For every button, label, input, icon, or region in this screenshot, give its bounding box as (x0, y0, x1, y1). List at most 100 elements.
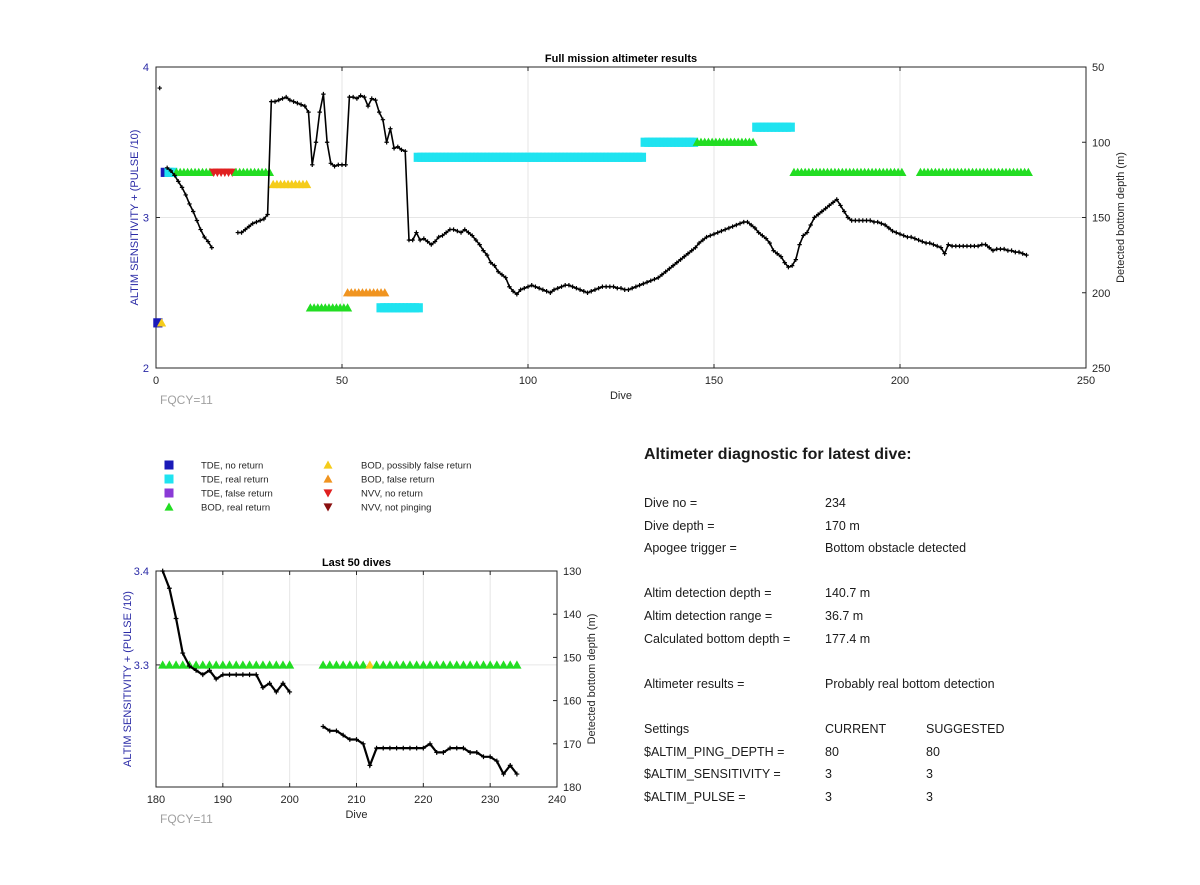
altimeter-marker (412, 660, 422, 669)
depth-point (529, 283, 534, 288)
depth-point (864, 218, 869, 223)
depth-point (897, 231, 903, 237)
depth-point (481, 754, 486, 760)
y-tick-label: 2 (143, 363, 149, 375)
depth-point (533, 284, 538, 289)
depth-point (403, 149, 408, 154)
depth-point (972, 243, 977, 249)
altimeter-marker (398, 660, 408, 669)
depth-point (384, 140, 389, 145)
ping-depth-label: $ALTIM_PING_DEPTH = (644, 744, 785, 759)
altimeter-marker (392, 660, 402, 669)
depth-point (752, 225, 758, 231)
depth-point (1020, 251, 1025, 256)
depth-point (1009, 248, 1014, 253)
altimeter-marker (285, 660, 295, 669)
current-label: CURRENT (825, 721, 887, 736)
depth-point (334, 728, 339, 734)
legend-marker (323, 489, 333, 498)
depth-point (339, 162, 345, 168)
depth-point (287, 97, 293, 103)
altimeter-marker (748, 137, 758, 146)
depth-point (834, 197, 839, 202)
depth-point (173, 616, 179, 621)
depth-point (391, 146, 397, 151)
depth-point (436, 234, 441, 240)
depth-point (856, 218, 862, 223)
altimeter-marker (432, 660, 442, 669)
altimeter-marker (478, 660, 489, 669)
depth-point (257, 218, 263, 223)
pulse-suggested: 3 (926, 789, 933, 804)
depth-point (240, 672, 246, 678)
depth-point (399, 147, 404, 152)
depth-point (804, 230, 810, 235)
depth-point (923, 240, 929, 246)
altimeter-marker (358, 660, 368, 669)
depth-point (467, 750, 473, 755)
depth-point (455, 228, 460, 234)
y2-tick-label: 250 (1092, 363, 1110, 375)
legend-marker (323, 503, 333, 512)
altimeter-marker (380, 288, 390, 297)
depth-point (894, 230, 899, 235)
y-tick-label: 3 (143, 213, 149, 225)
depth-point (801, 233, 806, 238)
depth-point (350, 94, 356, 100)
altimeter-marker (325, 660, 335, 669)
depth-point (328, 161, 334, 166)
altimeter-marker (218, 660, 228, 669)
altimeter-marker (211, 660, 221, 669)
y2-tick-label: 140 (563, 609, 581, 621)
altimeter-marker (438, 660, 448, 669)
altimeter-marker (156, 318, 167, 327)
depth-point (882, 222, 888, 228)
depth-point (700, 237, 706, 243)
depth-point (194, 218, 200, 223)
depth-point (786, 264, 791, 270)
altimeter-marker (231, 660, 241, 669)
depth-point (942, 251, 947, 256)
altimeter-marker (351, 660, 362, 669)
depth-point (239, 230, 244, 235)
altimeter-marker (271, 660, 281, 669)
depth-point (440, 750, 446, 755)
depth-point (336, 162, 341, 168)
depth-point (722, 227, 728, 232)
depth-point (374, 745, 379, 751)
dive-depth-row: Dive depth = 170 m (644, 519, 1164, 542)
depth-point (678, 257, 683, 262)
x-tick-label: 220 (414, 794, 432, 806)
depth-point (265, 212, 270, 217)
depth-point (536, 286, 542, 291)
depth-point (267, 680, 273, 686)
dive-no-value: 234 (825, 496, 846, 510)
altimeter-marker (265, 660, 275, 669)
depth-point (247, 672, 252, 678)
depth-point (340, 732, 346, 738)
depth-point (507, 284, 512, 289)
legend-marker (164, 460, 174, 470)
depth-point (875, 219, 880, 225)
diagnostic-title: Altimeter diagnostic for latest dive: (644, 446, 912, 463)
depth-point (901, 233, 906, 238)
depth-point (160, 568, 166, 574)
depth-point (354, 96, 360, 101)
depth-point (749, 222, 754, 228)
legend-marker (164, 474, 174, 484)
depth-point (187, 663, 192, 669)
depth-point (961, 243, 966, 249)
x-tick-label: 250 (1077, 375, 1095, 387)
depth-point (842, 209, 847, 214)
fqcy-label: FQCY=11 (160, 393, 213, 407)
depth-point (176, 179, 181, 184)
depth-point (388, 126, 393, 131)
altimeter-marker (342, 303, 353, 312)
depth-point (946, 242, 951, 247)
depth-point (589, 289, 594, 294)
sensitivity-current: 3 (825, 767, 832, 782)
altimeter-marker (338, 660, 348, 669)
altimeter-marker (302, 179, 312, 189)
altimeter-marker (251, 660, 261, 669)
depth-point (434, 750, 440, 755)
